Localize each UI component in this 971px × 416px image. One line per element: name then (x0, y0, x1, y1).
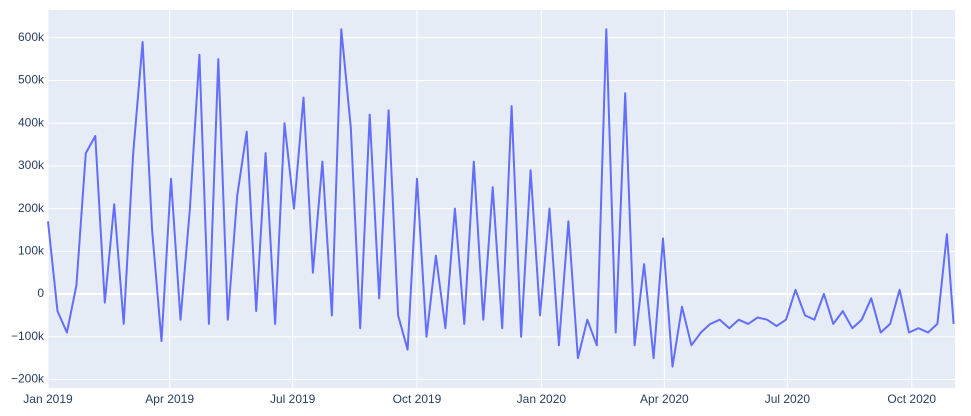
data-line (47, 28, 955, 368)
plot-area (48, 10, 955, 388)
y-tick-label: −200k (11, 372, 45, 386)
y-tick-label: 200k (18, 201, 45, 215)
y-tick-label: 100k (18, 243, 45, 257)
x-tick-label: Jul 2019 (270, 392, 316, 406)
x-tick-label: Jul 2020 (765, 392, 811, 406)
y-tick-label: 400k (18, 115, 45, 129)
y-tick-label: 0 (37, 286, 44, 300)
y-tick-label: −100k (11, 329, 45, 343)
x-tick-label: Oct 2020 (887, 392, 936, 406)
x-tick-label: Apr 2019 (145, 392, 194, 406)
x-tick-label: Apr 2020 (640, 392, 689, 406)
x-tick-label: Jan 2020 (517, 392, 567, 406)
y-tick-label: 300k (18, 158, 45, 172)
x-tick-label: Jan 2019 (23, 392, 73, 406)
y-tick-label: 500k (18, 73, 45, 87)
x-tick-label: Oct 2019 (393, 392, 442, 406)
y-tick-label: 600k (18, 30, 45, 44)
